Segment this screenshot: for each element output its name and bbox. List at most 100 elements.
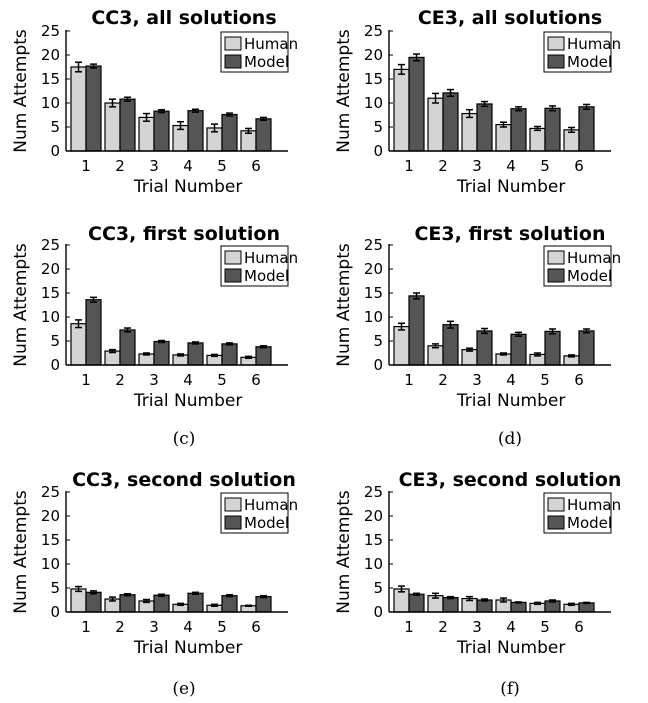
- bar-human-1: [70, 588, 87, 613]
- x-axis-label: Trial Number: [133, 177, 242, 197]
- y-tick-label: 25: [41, 483, 60, 501]
- bar-human-5: [529, 127, 546, 152]
- chart-title: CC3, all solutions: [91, 7, 276, 29]
- legend-swatch-human: [547, 250, 565, 265]
- y-axis-label: Num Attempts: [334, 490, 354, 614]
- x-axis-label: Trial Number: [456, 638, 565, 658]
- legend-swatch-model: [224, 54, 242, 69]
- bar-human-3: [461, 112, 478, 152]
- y-axis-label: Num Attempts: [334, 243, 354, 367]
- bar-model-1: [85, 299, 102, 366]
- bar-model-6: [578, 602, 595, 613]
- legend-swatch-model: [224, 515, 242, 530]
- x-tick-label: 2: [115, 157, 125, 175]
- y-tick-label: 5: [50, 118, 60, 136]
- legend-label-model: Model: [567, 53, 612, 71]
- y-tick-label: 10: [41, 94, 60, 112]
- y-axis-label: Num Attempts: [11, 490, 31, 614]
- y-tick-label: 15: [364, 70, 383, 88]
- y-axis-label: Num Attempts: [11, 29, 31, 153]
- y-tick-label: 25: [41, 236, 60, 254]
- y-tick-label: 10: [41, 555, 60, 573]
- legend-swatch-human: [224, 250, 242, 265]
- x-tick-label: 6: [251, 157, 261, 175]
- x-tick-label: 4: [506, 157, 516, 175]
- legend-label-human: Human: [244, 496, 298, 514]
- bar-model-6: [578, 330, 595, 366]
- x-tick-label: 3: [149, 157, 159, 175]
- bar-model-4: [187, 592, 204, 613]
- x-tick-label: 4: [183, 618, 193, 636]
- x-tick-label: 2: [115, 371, 125, 389]
- x-tick-label: 3: [149, 371, 159, 389]
- y-tick-label: 20: [364, 260, 383, 278]
- legend-label-human: Human: [244, 35, 298, 53]
- y-axis-label: Num Attempts: [11, 243, 31, 367]
- bar-model-3: [153, 110, 170, 152]
- x-axis-label: Trial Number: [133, 391, 242, 411]
- legend-label-human: Human: [567, 249, 621, 267]
- y-tick-label: 20: [364, 507, 383, 525]
- x-tick-label: 2: [438, 618, 448, 636]
- bar-model-1: [408, 56, 425, 152]
- x-tick-label: 6: [574, 618, 584, 636]
- bar-model-1: [85, 591, 102, 613]
- bar-model-5: [544, 107, 561, 152]
- bar-model-2: [119, 329, 136, 366]
- bar-model-4: [187, 110, 204, 152]
- bar-model-1: [408, 295, 425, 366]
- y-tick-label: 0: [50, 603, 60, 621]
- bar-model-5: [221, 595, 238, 613]
- bar-model-6: [255, 596, 272, 613]
- bar-human-4: [495, 123, 512, 152]
- chart-panel-5: CC3, second solution 0 5 10 15 20 25 1 2 3 4 5 6 Tria…: [11, 469, 298, 699]
- bar-model-6: [578, 106, 595, 152]
- bar-model-3: [476, 599, 493, 613]
- x-tick-label: 1: [404, 371, 414, 389]
- y-tick-label: 0: [50, 356, 60, 374]
- x-tick-label: 1: [404, 157, 414, 175]
- x-tick-label: 2: [438, 157, 448, 175]
- bar-model-3: [153, 340, 170, 366]
- x-tick-label: 3: [149, 618, 159, 636]
- bar-human-2: [104, 102, 121, 152]
- y-tick-label: 15: [364, 531, 383, 549]
- panel-caption: (f): [500, 679, 520, 699]
- bar-model-1: [85, 65, 102, 152]
- x-tick-label: 3: [472, 157, 482, 175]
- legend-label-human: Human: [567, 35, 621, 53]
- y-tick-label: 25: [41, 22, 60, 40]
- bar-model-6: [255, 346, 272, 366]
- legend-swatch-model: [547, 54, 565, 69]
- legend-label-model: Model: [567, 267, 612, 285]
- y-tick-label: 10: [364, 555, 383, 573]
- legend-label-human: Human: [567, 496, 621, 514]
- x-tick-label: 6: [251, 371, 261, 389]
- x-tick-label: 1: [81, 618, 91, 636]
- x-tick-label: 6: [574, 371, 584, 389]
- y-tick-label: 20: [364, 46, 383, 64]
- bar-model-4: [510, 333, 527, 366]
- bar-human-1: [70, 323, 87, 366]
- bar-model-5: [221, 113, 238, 152]
- chart-panel-2: CE3, all solutions 0 5 10 15 20 25 1 2 3 4 5 6 Trial …: [334, 7, 621, 197]
- panel-caption: (e): [172, 679, 195, 699]
- x-tick-label: 5: [540, 157, 550, 175]
- x-tick-label: 6: [251, 618, 261, 636]
- y-tick-label: 5: [373, 118, 383, 136]
- bar-model-4: [510, 108, 527, 152]
- bar-human-1: [70, 66, 87, 152]
- y-tick-label: 0: [373, 603, 383, 621]
- bar-model-6: [255, 118, 272, 152]
- y-tick-label: 5: [373, 579, 383, 597]
- y-tick-label: 0: [373, 142, 383, 160]
- y-tick-label: 25: [364, 22, 383, 40]
- bar-human-3: [138, 116, 155, 152]
- chart-panel-4: CE3, first solution 0 5 10 15 20 25 1 2 3 4 5 6 Trial…: [334, 223, 621, 449]
